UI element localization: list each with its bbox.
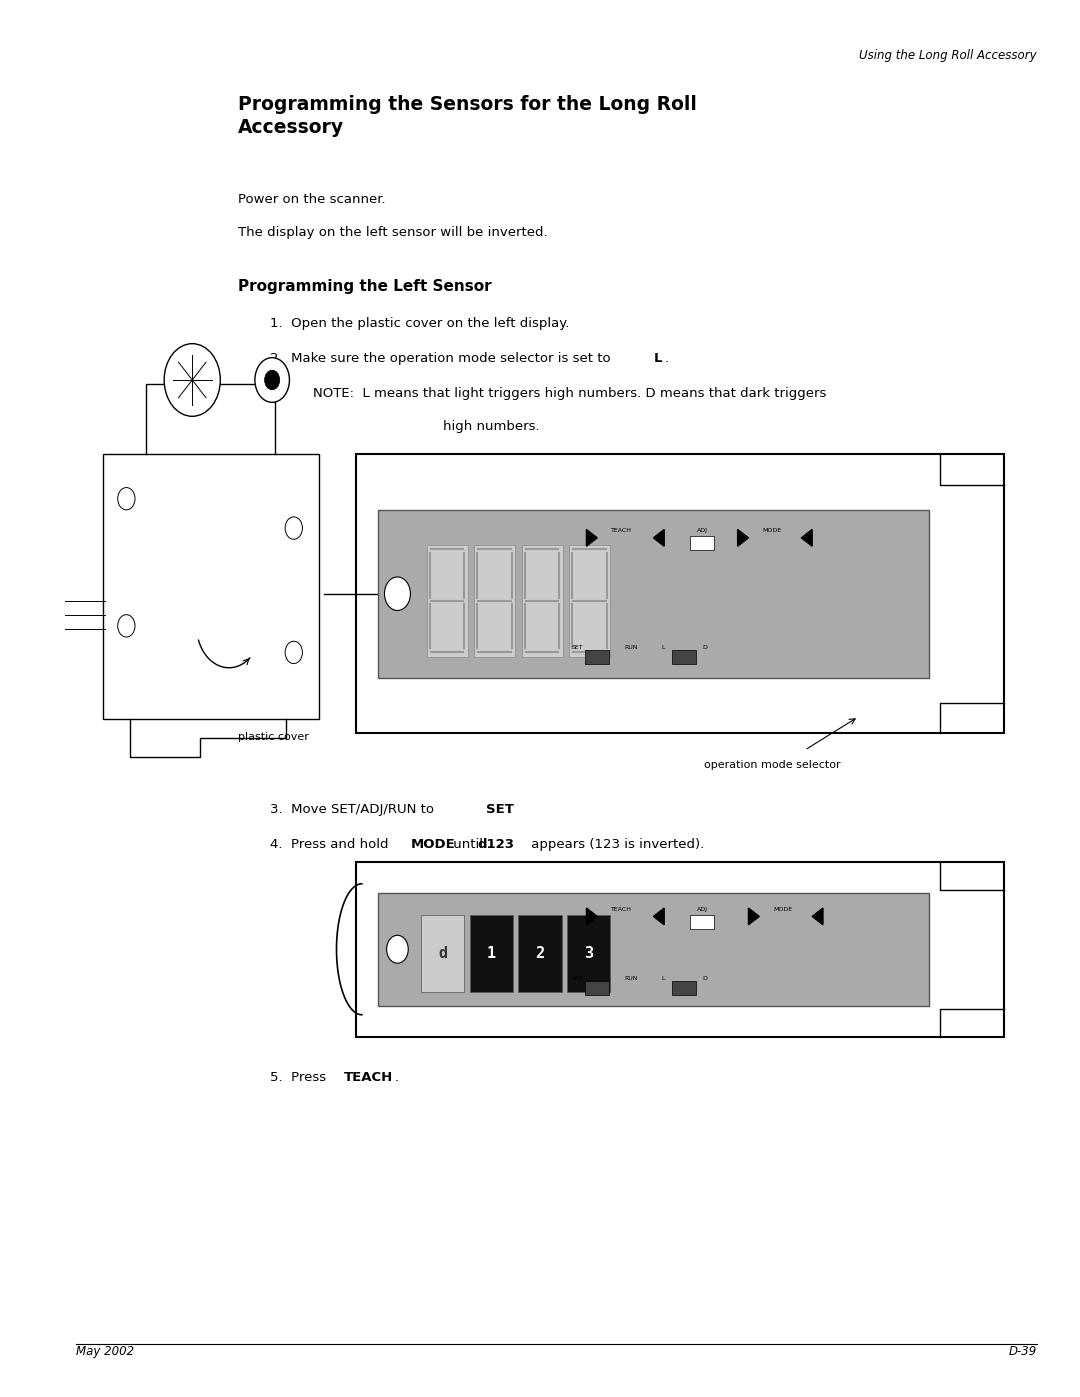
Polygon shape <box>653 908 664 925</box>
Text: TEACH: TEACH <box>610 907 632 912</box>
Text: SET: SET <box>571 644 583 650</box>
Polygon shape <box>812 908 823 925</box>
Text: 1.  Open the plastic cover on the left display.: 1. Open the plastic cover on the left di… <box>270 317 569 330</box>
Bar <box>585 981 609 995</box>
Circle shape <box>164 344 220 416</box>
Text: RUN: RUN <box>624 975 638 981</box>
Bar <box>690 915 714 929</box>
Polygon shape <box>586 908 597 925</box>
Bar <box>585 650 609 664</box>
Bar <box>567 915 610 992</box>
Polygon shape <box>738 529 748 546</box>
Text: L: L <box>661 975 664 981</box>
Text: May 2002: May 2002 <box>76 1345 134 1358</box>
Text: until: until <box>449 838 487 851</box>
Polygon shape <box>801 529 812 546</box>
Bar <box>522 545 563 657</box>
Bar <box>378 893 929 1006</box>
Bar <box>356 454 1004 733</box>
Text: Using the Long Roll Accessory: Using the Long Roll Accessory <box>860 49 1037 61</box>
Text: 4.  Press and hold: 4. Press and hold <box>270 838 393 851</box>
Bar <box>569 545 610 657</box>
Text: Programming the Left Sensor: Programming the Left Sensor <box>238 279 491 295</box>
Text: high numbers.: high numbers. <box>443 420 539 433</box>
Circle shape <box>384 577 410 610</box>
Polygon shape <box>586 529 597 546</box>
Bar <box>518 915 562 992</box>
Text: SET: SET <box>486 803 514 816</box>
Bar <box>103 454 319 719</box>
Text: 2.  Make sure the operation mode selector is set to: 2. Make sure the operation mode selector… <box>270 352 615 365</box>
Text: 2: 2 <box>536 946 544 961</box>
Bar <box>672 981 696 995</box>
Polygon shape <box>653 529 664 546</box>
Text: TEACH: TEACH <box>610 528 632 534</box>
Text: TEACH: TEACH <box>343 1071 393 1084</box>
Bar <box>690 536 714 550</box>
Text: 5.  Press: 5. Press <box>270 1071 330 1084</box>
Text: MODE: MODE <box>762 528 782 534</box>
Text: Power on the scanner.: Power on the scanner. <box>238 193 386 205</box>
Text: 3: 3 <box>584 946 593 961</box>
Text: D: D <box>702 644 707 650</box>
Text: plastic cover: plastic cover <box>238 732 309 742</box>
Text: The display on the left sensor will be inverted.: The display on the left sensor will be i… <box>238 226 548 239</box>
Circle shape <box>387 936 408 964</box>
Text: D: D <box>702 975 707 981</box>
Text: SET: SET <box>571 975 583 981</box>
Text: RUN: RUN <box>624 644 638 650</box>
Circle shape <box>118 615 135 637</box>
Text: NOTE:  L means that light triggers high numbers. D means that dark triggers: NOTE: L means that light triggers high n… <box>313 387 826 400</box>
Text: ADJ: ADJ <box>697 528 707 534</box>
Text: MODE: MODE <box>410 838 455 851</box>
Bar <box>427 545 468 657</box>
Bar <box>474 545 515 657</box>
Circle shape <box>265 370 280 390</box>
Bar <box>672 650 696 664</box>
Text: MODE: MODE <box>773 907 793 912</box>
Text: .: . <box>394 1071 399 1084</box>
Bar <box>356 862 1004 1037</box>
Text: D-39: D-39 <box>1009 1345 1037 1358</box>
Text: operation mode selector: operation mode selector <box>704 760 840 770</box>
Text: .: . <box>664 352 669 365</box>
Text: ADJ: ADJ <box>697 907 707 912</box>
Text: d123: d123 <box>477 838 514 851</box>
Circle shape <box>255 358 289 402</box>
Circle shape <box>118 488 135 510</box>
Text: d: d <box>438 946 447 961</box>
Circle shape <box>285 517 302 539</box>
Polygon shape <box>748 908 759 925</box>
Bar <box>421 915 464 992</box>
Bar <box>470 915 513 992</box>
Text: appears (123 is inverted).: appears (123 is inverted). <box>527 838 704 851</box>
Text: Programming the Sensors for the Long Roll
Accessory: Programming the Sensors for the Long Rol… <box>238 95 697 137</box>
Text: L: L <box>653 352 662 365</box>
Text: 1: 1 <box>487 946 496 961</box>
Bar <box>378 510 929 678</box>
Text: .: . <box>508 803 512 816</box>
Text: L: L <box>661 644 664 650</box>
Circle shape <box>285 641 302 664</box>
Text: 3.  Move SET/ADJ/RUN to: 3. Move SET/ADJ/RUN to <box>270 803 438 816</box>
